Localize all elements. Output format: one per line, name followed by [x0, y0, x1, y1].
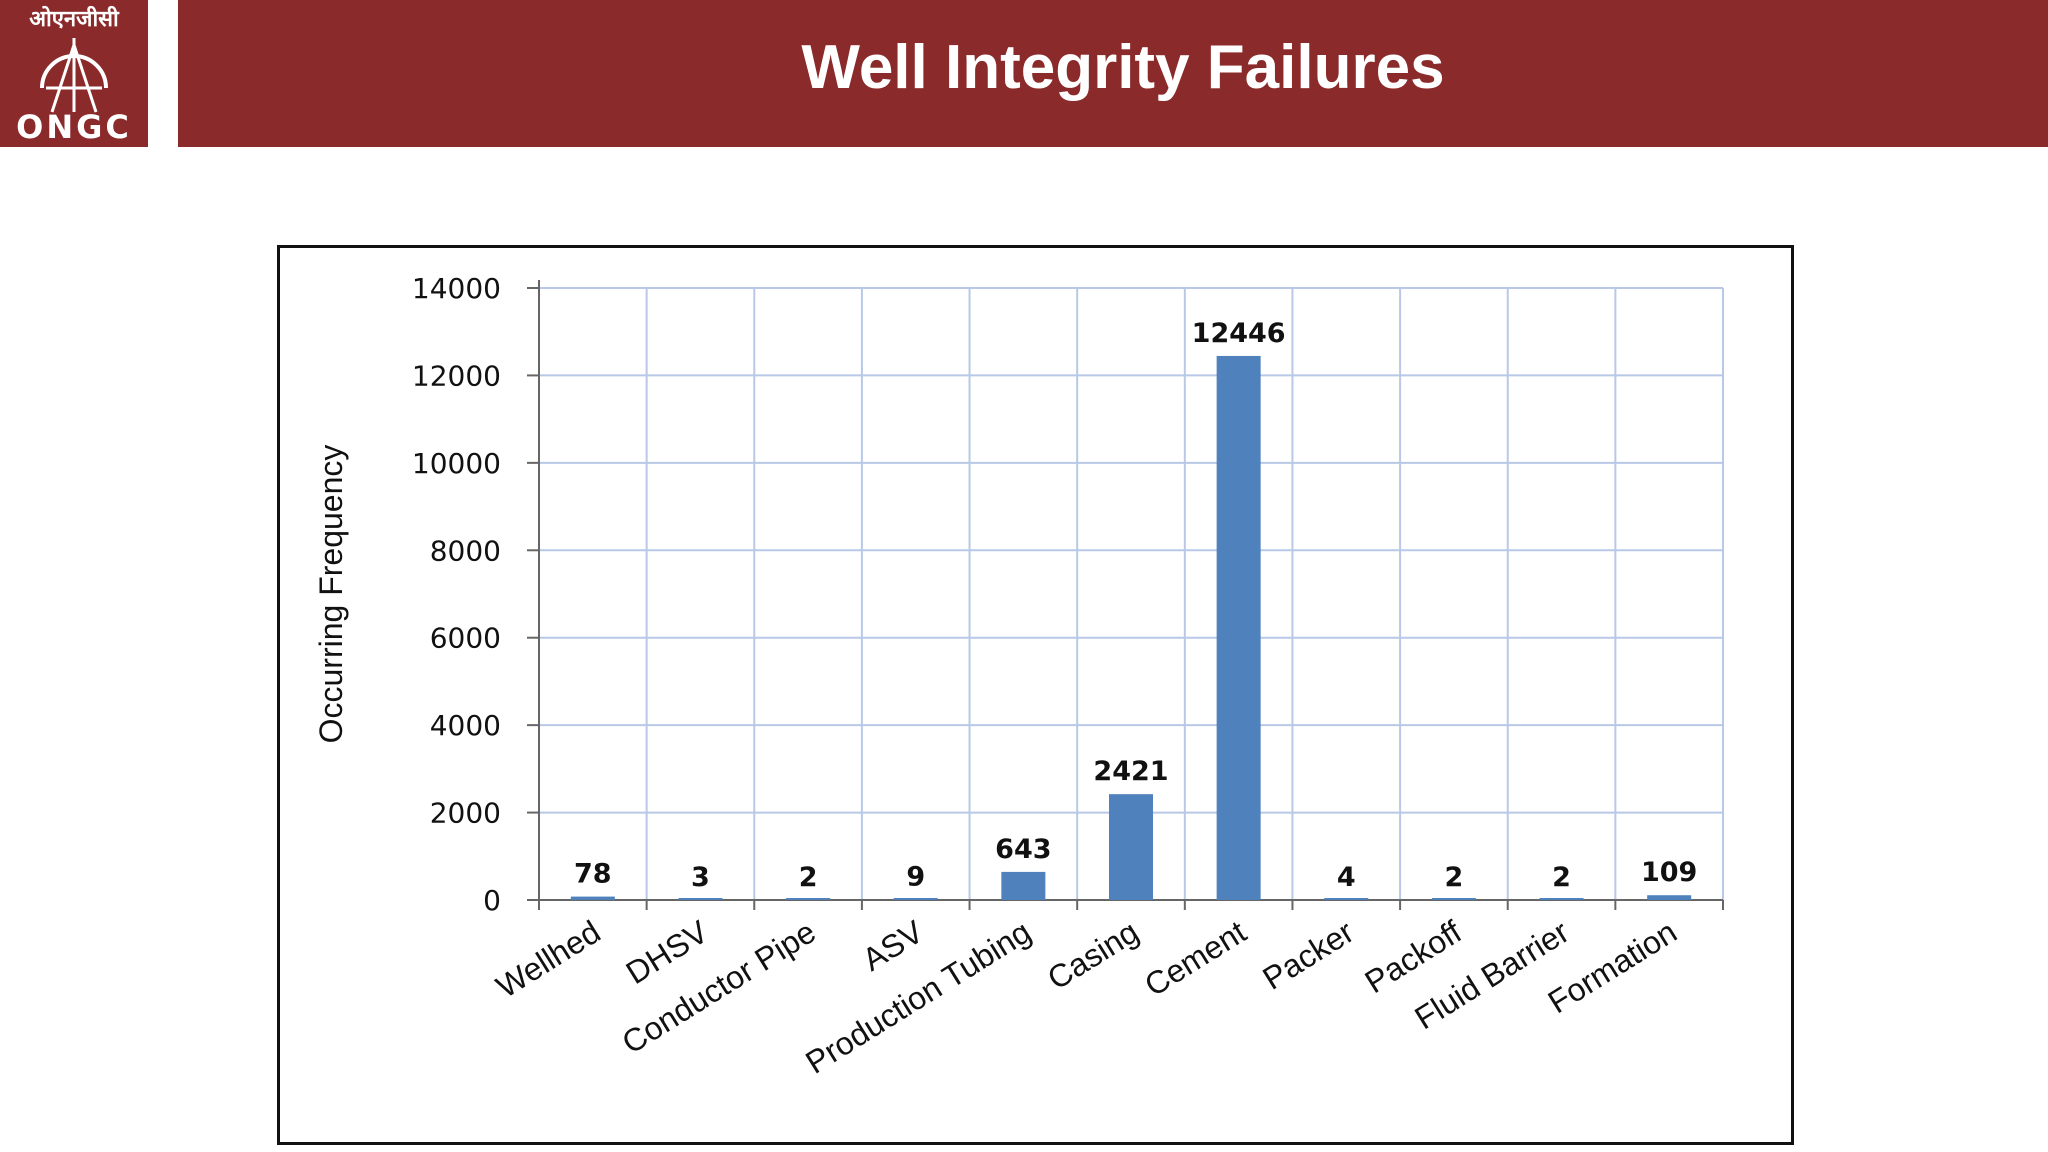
y-tick-label: 10000: [412, 447, 501, 480]
data-label: 2: [1552, 862, 1571, 893]
bar-wellhed: [570, 896, 615, 900]
x-category-label: Packer: [1256, 913, 1360, 996]
chart-frame: 0 2000 4000 6000 8000 10000 12000 14000 Occurrin…: [277, 245, 1794, 1145]
bar-conductor-pipe: [786, 898, 831, 900]
data-label: 643: [995, 834, 1051, 865]
x-category-label: ASV: [856, 913, 930, 978]
title-banner: Well Integrity Failures: [178, 0, 2048, 147]
logo-hindi-text: ओएनजीसी: [29, 5, 120, 32]
data-label: 3: [691, 862, 710, 893]
data-label: 2: [799, 862, 818, 893]
y-tick-label: 14000: [412, 272, 501, 305]
data-label: 109: [1641, 857, 1697, 888]
bar-casing: [1109, 794, 1153, 900]
x-category-label: Conductor Pipe: [616, 913, 822, 1060]
ongc-logo-graphic: ओएनजीसी ONGC: [16, 5, 132, 146]
page-title: Well Integrity Failures: [801, 33, 1445, 102]
data-label: 4: [1337, 862, 1356, 893]
data-label: 78: [574, 859, 612, 890]
bar-packer: [1324, 898, 1369, 900]
x-category-label: Casing: [1041, 913, 1145, 996]
ongc-logo: ओएनजीसी ONGC: [0, 0, 150, 147]
bar-production-tubing: [1001, 871, 1046, 900]
x-category-label: Wellhed: [490, 913, 607, 1004]
bar-asv: [893, 898, 938, 900]
bar-cement: [1216, 355, 1261, 900]
y-axis-title: Occurring Frequency: [313, 445, 349, 744]
bar-chart: 0 2000 4000 6000 8000 10000 12000 14000 Occurrin…: [313, 272, 1724, 1081]
bar-formation: [1647, 895, 1692, 900]
y-tick-label: 4000: [430, 709, 501, 742]
bar-dhsv: [678, 898, 723, 900]
data-label: 9: [906, 862, 925, 893]
y-tick-label: 12000: [412, 359, 501, 392]
data-label: 12446: [1192, 318, 1286, 349]
y-tick-label: 8000: [430, 534, 501, 567]
y-tick-label: 2000: [430, 797, 501, 830]
bar-packoff: [1431, 898, 1476, 900]
y-tick-label: 0: [483, 884, 501, 917]
y-tick-label: 6000: [430, 622, 501, 655]
logo-latin-text: ONGC: [16, 108, 132, 146]
data-label: 2: [1445, 862, 1464, 893]
data-label: 2421: [1093, 756, 1168, 787]
x-category-label: Cement: [1138, 913, 1252, 1003]
bar-fluid-barrier: [1539, 898, 1584, 900]
